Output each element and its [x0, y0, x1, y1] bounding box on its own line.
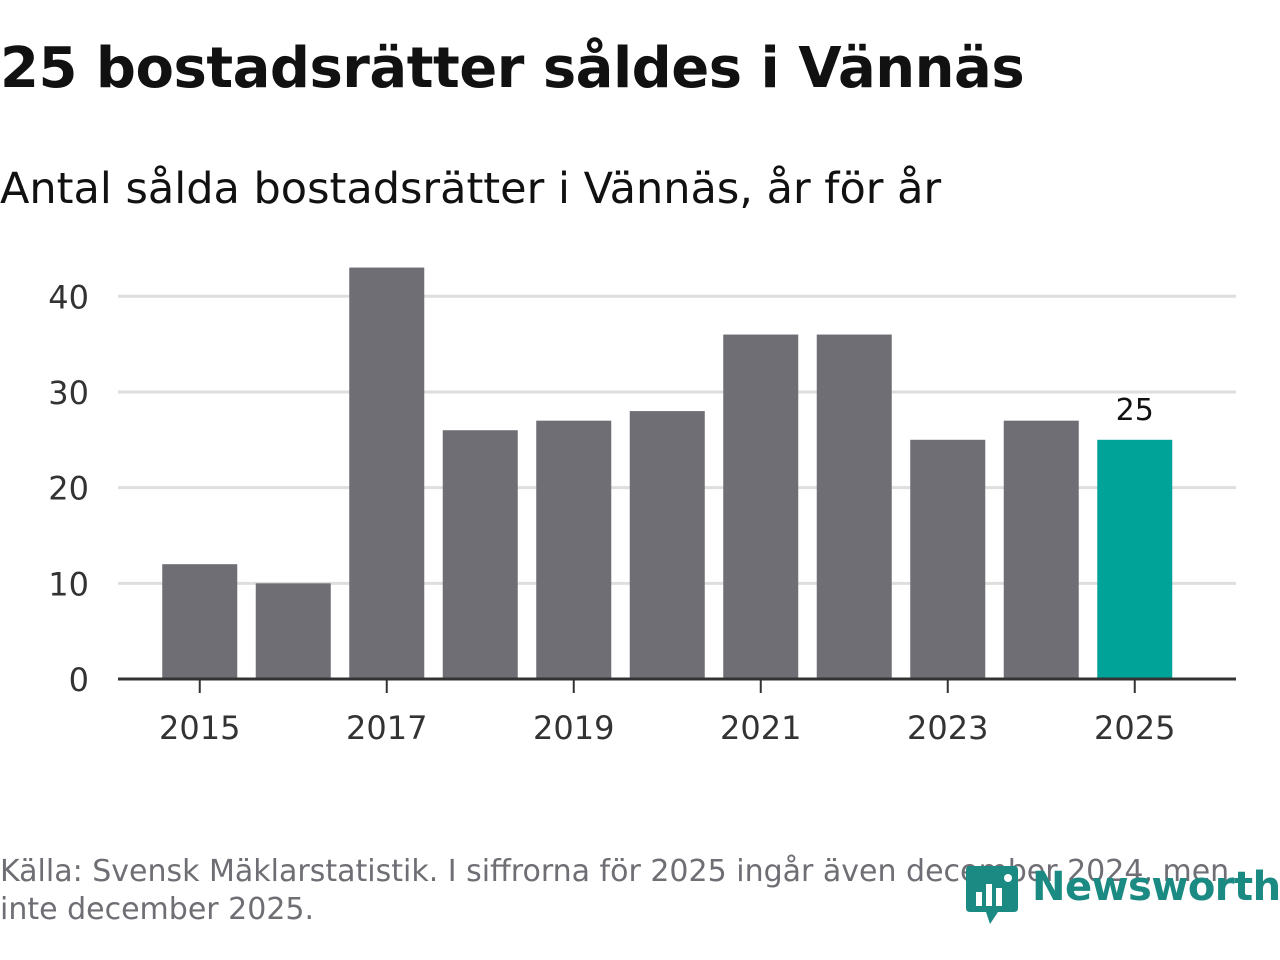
bar-2025 — [1097, 439, 1173, 679]
y-tick-label-30: 30 — [48, 374, 89, 412]
x-tick-label-2025: 2025 — [1094, 709, 1175, 747]
bar-2015 — [162, 564, 238, 679]
source-note: Källa: Svensk Mäklarstatistik. I siffror… — [0, 854, 1230, 927]
chart-title: 25 bostadsrätter såldes i Vännäs — [0, 36, 1025, 101]
bar-2016 — [255, 583, 331, 679]
x-tick-label-2017: 2017 — [346, 709, 427, 747]
newsworthy-logo-icon — [966, 866, 1018, 924]
bar-2021 — [723, 334, 799, 679]
y-tick-label-20: 20 — [48, 470, 89, 508]
bar-2024 — [1003, 420, 1079, 679]
bar-2018 — [442, 430, 518, 679]
x-tick-label-2021: 2021 — [720, 709, 801, 747]
bar-2019 — [536, 420, 612, 679]
x-tick-label-2019: 2019 — [533, 709, 614, 747]
newsworthy-logo: Newsworthy — [964, 862, 1280, 928]
x-tick-label-2023: 2023 — [907, 709, 988, 747]
bar-2023 — [910, 439, 986, 679]
logo-text: Newsworthy — [1032, 864, 1280, 910]
bar-2020 — [629, 411, 705, 679]
y-tick-label-40: 40 — [48, 278, 89, 316]
chart-subtitle: Antal sålda bostadsrätter i Vännäs, år f… — [0, 164, 942, 214]
bar-chart: 0 10 20 30 40 2015 2017 2019 2021 2023 2025 25 — [48, 267, 1236, 747]
y-tick-label-10: 10 — [48, 565, 89, 603]
data-label-2025: 25 — [1116, 393, 1154, 428]
bar-2022 — [816, 334, 892, 679]
y-tick-label-0: 0 — [69, 661, 89, 699]
bar-2017 — [349, 267, 425, 679]
x-tick-label-2015: 2015 — [159, 709, 240, 747]
